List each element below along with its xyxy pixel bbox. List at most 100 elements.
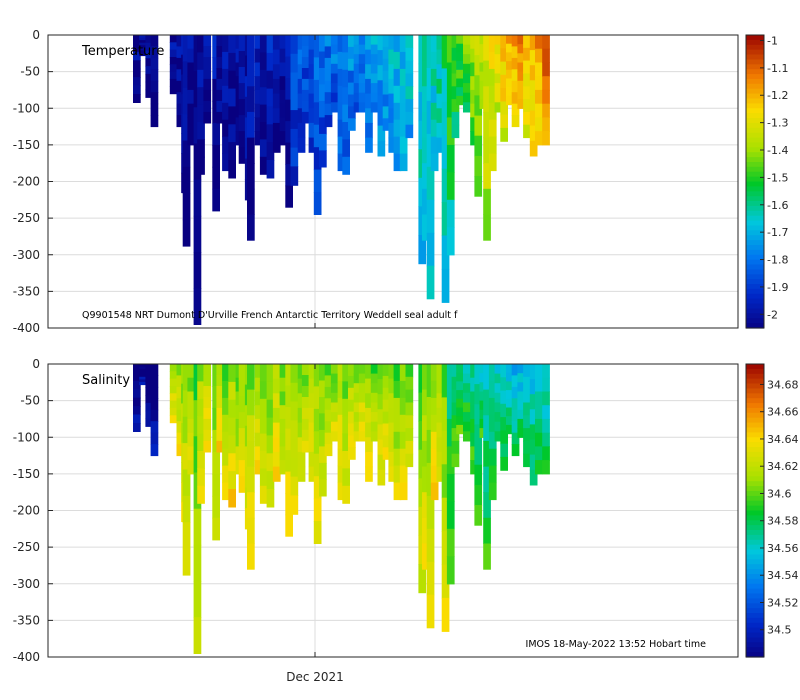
profile-cell — [259, 364, 268, 382]
profile-cell — [324, 92, 333, 105]
profile-cell — [388, 364, 397, 380]
profile-cell — [139, 376, 147, 380]
profile-cell — [388, 137, 397, 153]
profile-cell — [483, 111, 491, 139]
profile-cell — [337, 68, 346, 87]
profile-cell — [456, 78, 464, 88]
profile-cell — [254, 35, 263, 50]
profile-cell — [319, 479, 327, 497]
profile-cell — [426, 68, 435, 102]
profile-cell — [399, 51, 408, 70]
profile-cell — [139, 364, 147, 368]
profile-cell — [272, 137, 281, 153]
profile-cell — [523, 402, 531, 416]
profile-cell — [139, 45, 147, 49]
profile-cell — [238, 396, 247, 413]
profile-cell — [370, 54, 379, 65]
colorbar-segment — [746, 162, 764, 168]
profile-cell — [272, 108, 281, 124]
profile-cell — [377, 95, 386, 112]
colorbar-segment — [746, 407, 764, 414]
profile-cell — [290, 72, 299, 92]
profile-cell — [216, 111, 225, 124]
profile-cell — [535, 48, 543, 63]
profile-cell — [456, 381, 464, 391]
profile-cell — [430, 153, 439, 172]
profile-cell — [358, 392, 367, 403]
profile-cell — [506, 78, 514, 88]
profile-cell — [405, 60, 414, 74]
profile-cell — [470, 391, 478, 406]
profile-cell — [297, 35, 306, 51]
profile-cell — [377, 394, 386, 410]
profile-cell — [511, 57, 520, 70]
profile-cell — [529, 125, 538, 142]
y-tick-label: -400 — [13, 650, 40, 664]
profile-cell — [436, 78, 445, 95]
profile-cell — [405, 415, 414, 429]
profile-cell — [542, 48, 550, 63]
profile-cell — [377, 439, 386, 456]
profile-cell — [382, 106, 391, 119]
profile-cell — [451, 124, 460, 139]
profile-cell — [388, 466, 397, 482]
profile-cell — [488, 364, 497, 382]
profile-cell — [254, 391, 263, 406]
colorbar-segment — [746, 378, 764, 385]
profile-cell — [388, 108, 397, 124]
profile-cell — [446, 35, 455, 64]
colorbar-segment — [746, 481, 764, 487]
profile-cell — [517, 44, 526, 54]
profile-cell — [500, 127, 508, 142]
profile-cell — [506, 398, 514, 409]
profile-cell — [365, 93, 373, 109]
profile-cell — [382, 118, 391, 131]
profile-cell — [297, 451, 306, 468]
profile-cell — [197, 364, 205, 382]
profile-cell — [456, 69, 464, 80]
profile-cell — [430, 397, 439, 416]
profile-cell — [511, 386, 520, 399]
profile-cell — [365, 35, 373, 51]
profile-cell — [222, 414, 230, 433]
profile-cell — [203, 57, 212, 69]
colorbar-segment — [746, 525, 764, 531]
profile-cell — [193, 252, 202, 289]
profile-cell — [470, 432, 478, 447]
profile-cell — [337, 364, 346, 382]
profile-cell — [145, 410, 154, 420]
profile-cell — [330, 392, 339, 403]
profile-cell — [470, 460, 478, 475]
colorbar-segment — [746, 495, 764, 502]
profile-cell — [212, 429, 220, 453]
profile-cell — [259, 468, 268, 487]
y-tick-label: -250 — [13, 211, 40, 225]
profile-cell — [182, 114, 191, 142]
profile-cell — [319, 68, 327, 86]
colorbar-tick-label: -1.7 — [767, 226, 788, 239]
profile-cell — [133, 372, 141, 382]
profile-cell — [197, 69, 205, 88]
profile-cell — [456, 95, 464, 106]
salinity-panel: 0 -50 -100 -150 -200 -250 -300 -350 -400 Salinity… — [13, 357, 739, 684]
profile-cell — [297, 49, 306, 65]
profile-cell — [348, 435, 356, 448]
profile-cell — [203, 407, 212, 420]
profile-cell — [308, 437, 317, 453]
colorbar-segment — [746, 35, 764, 41]
profile-cell — [535, 446, 543, 461]
profile-cell — [446, 391, 455, 420]
profile-cell — [393, 51, 402, 70]
colorbar-segment — [746, 118, 764, 124]
profile-cell — [348, 46, 356, 60]
profile-cell — [393, 153, 402, 172]
profile-cell — [139, 381, 147, 386]
profile-cell — [285, 35, 293, 58]
profile-cell — [405, 124, 414, 139]
panel-title: Temperature — [81, 44, 164, 59]
colorbar-segment — [746, 122, 764, 129]
colorbar-segment — [746, 564, 764, 570]
profile-cell — [313, 476, 322, 500]
profile-cell — [145, 73, 154, 83]
profile-cell — [266, 106, 275, 125]
